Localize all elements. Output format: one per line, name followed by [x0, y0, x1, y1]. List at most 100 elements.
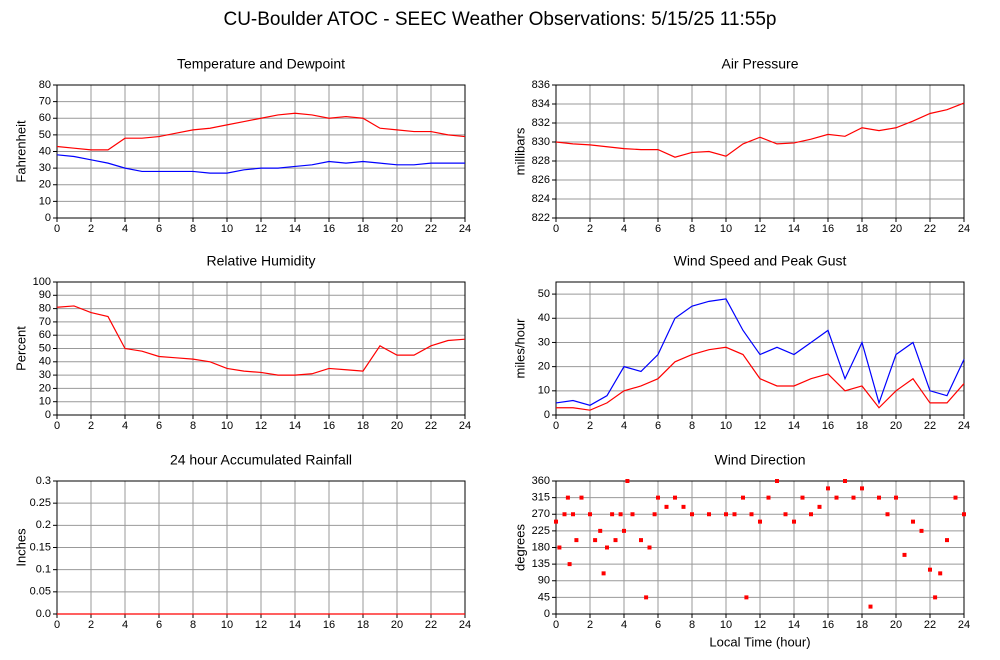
y-tick-label: 834 — [532, 98, 550, 110]
x-tick-label: 24 — [459, 223, 471, 235]
y-tick-label: 10 — [538, 385, 550, 397]
data-point — [618, 512, 623, 517]
y-tick-label: 0.1 — [36, 564, 51, 576]
x-tick-label: 20 — [890, 420, 902, 432]
x-tick-label: 4 — [621, 223, 627, 235]
y-axis-label: Fahrenheit — [13, 120, 28, 183]
plot-title: Temperature and Dewpoint — [177, 56, 345, 72]
x-tick-label: 14 — [289, 619, 301, 631]
data-point — [800, 495, 805, 500]
data-point — [605, 545, 609, 550]
y-tick-label: 0.2 — [36, 519, 51, 531]
data-point — [681, 504, 686, 509]
data-point — [962, 512, 966, 517]
x-tick-label: 2 — [587, 223, 593, 235]
data-point — [652, 512, 657, 517]
y-tick-label: 50 — [538, 288, 550, 300]
y-tick-label: 826 — [532, 174, 550, 186]
x-tick-label: 2 — [587, 420, 593, 432]
x-tick-label: 14 — [289, 420, 301, 432]
y-tick-label: 100 — [33, 276, 51, 288]
x-tick-label: 22 — [425, 420, 437, 432]
data-point — [644, 595, 649, 600]
y-tick-label: 270 — [532, 508, 550, 520]
data-point — [601, 571, 606, 576]
x-tick-label: 8 — [689, 420, 695, 432]
data-point — [843, 479, 847, 483]
x-tick-label: 8 — [190, 223, 196, 235]
plot-title: Relative Humidity — [207, 253, 316, 269]
y-tick-label: 10 — [39, 396, 51, 408]
x-tick-label: 10 — [221, 223, 233, 235]
x-tick-label: 24 — [459, 619, 471, 631]
x-tick-label: 10 — [720, 223, 732, 235]
x-tick-label: 0 — [54, 619, 60, 631]
data-line — [555, 298, 965, 406]
x-tick-label: 14 — [788, 420, 800, 432]
x-tick-label: 22 — [425, 223, 437, 235]
x-tick-label: 4 — [122, 223, 128, 235]
plot-frame — [555, 480, 965, 615]
data-point — [690, 512, 694, 517]
x-tick-label: 18 — [856, 420, 868, 432]
data-point — [928, 567, 932, 572]
x-tick-label: 16 — [822, 619, 834, 631]
data-point — [744, 595, 749, 600]
data-point — [707, 512, 711, 517]
data-line — [556, 346, 965, 411]
data-point — [724, 512, 728, 517]
y-tick-label: 30 — [538, 336, 550, 348]
x-tick-label: 2 — [587, 619, 593, 631]
y-axis-label: millibars — [512, 127, 527, 175]
x-tick-label: 18 — [357, 420, 369, 432]
y-tick-label: 0 — [45, 409, 51, 421]
data-point — [664, 504, 669, 509]
x-tick-label: 0 — [553, 619, 559, 631]
data-point — [919, 528, 924, 533]
y-tick-label: 0.25 — [30, 497, 51, 509]
x-tick-label: 18 — [357, 619, 369, 631]
data-point — [625, 479, 630, 483]
data-point — [809, 512, 813, 517]
data-point — [868, 604, 873, 609]
data-point — [860, 486, 864, 491]
plot-frame — [56, 84, 466, 219]
data-point — [571, 512, 575, 517]
y-tick-label: 20 — [39, 382, 51, 394]
x-tick-label: 6 — [156, 420, 162, 432]
x-tick-label: 22 — [924, 619, 936, 631]
data-point — [826, 486, 830, 491]
data-point — [938, 571, 943, 576]
plot-title: Wind Direction — [714, 452, 805, 468]
x-tick-label: 8 — [190, 619, 196, 631]
x-tick-label: 20 — [391, 619, 403, 631]
x-tick-label: 24 — [958, 619, 970, 631]
data-point — [817, 504, 822, 509]
data-point — [598, 528, 603, 533]
data-point — [834, 495, 839, 500]
plot-frame — [56, 281, 466, 416]
y-tick-label: 70 — [39, 96, 51, 108]
x-tick-label: 18 — [357, 223, 369, 235]
y-tick-label: 0.3 — [36, 475, 51, 487]
y-tick-label: 90 — [538, 575, 550, 587]
data-point — [945, 538, 949, 543]
x-tick-label: 18 — [856, 223, 868, 235]
x-tick-label: 24 — [958, 420, 970, 432]
y-tick-label: 0 — [544, 409, 550, 421]
data-point — [588, 512, 592, 517]
x-tick-label: 24 — [958, 223, 970, 235]
y-tick-label: 40 — [538, 312, 550, 324]
data-point — [851, 495, 856, 500]
y-tick-label: 30 — [39, 162, 51, 174]
y-tick-label: 0.05 — [30, 586, 51, 598]
y-tick-label: 315 — [532, 492, 550, 504]
x-tick-label: 16 — [822, 223, 834, 235]
x-tick-label: 4 — [621, 619, 627, 631]
x-tick-label: 6 — [156, 619, 162, 631]
data-point — [593, 538, 598, 543]
y-tick-label: 832 — [532, 117, 550, 129]
plot-title: Air Pressure — [721, 56, 798, 72]
data-point — [775, 479, 779, 483]
data-point — [894, 495, 898, 500]
